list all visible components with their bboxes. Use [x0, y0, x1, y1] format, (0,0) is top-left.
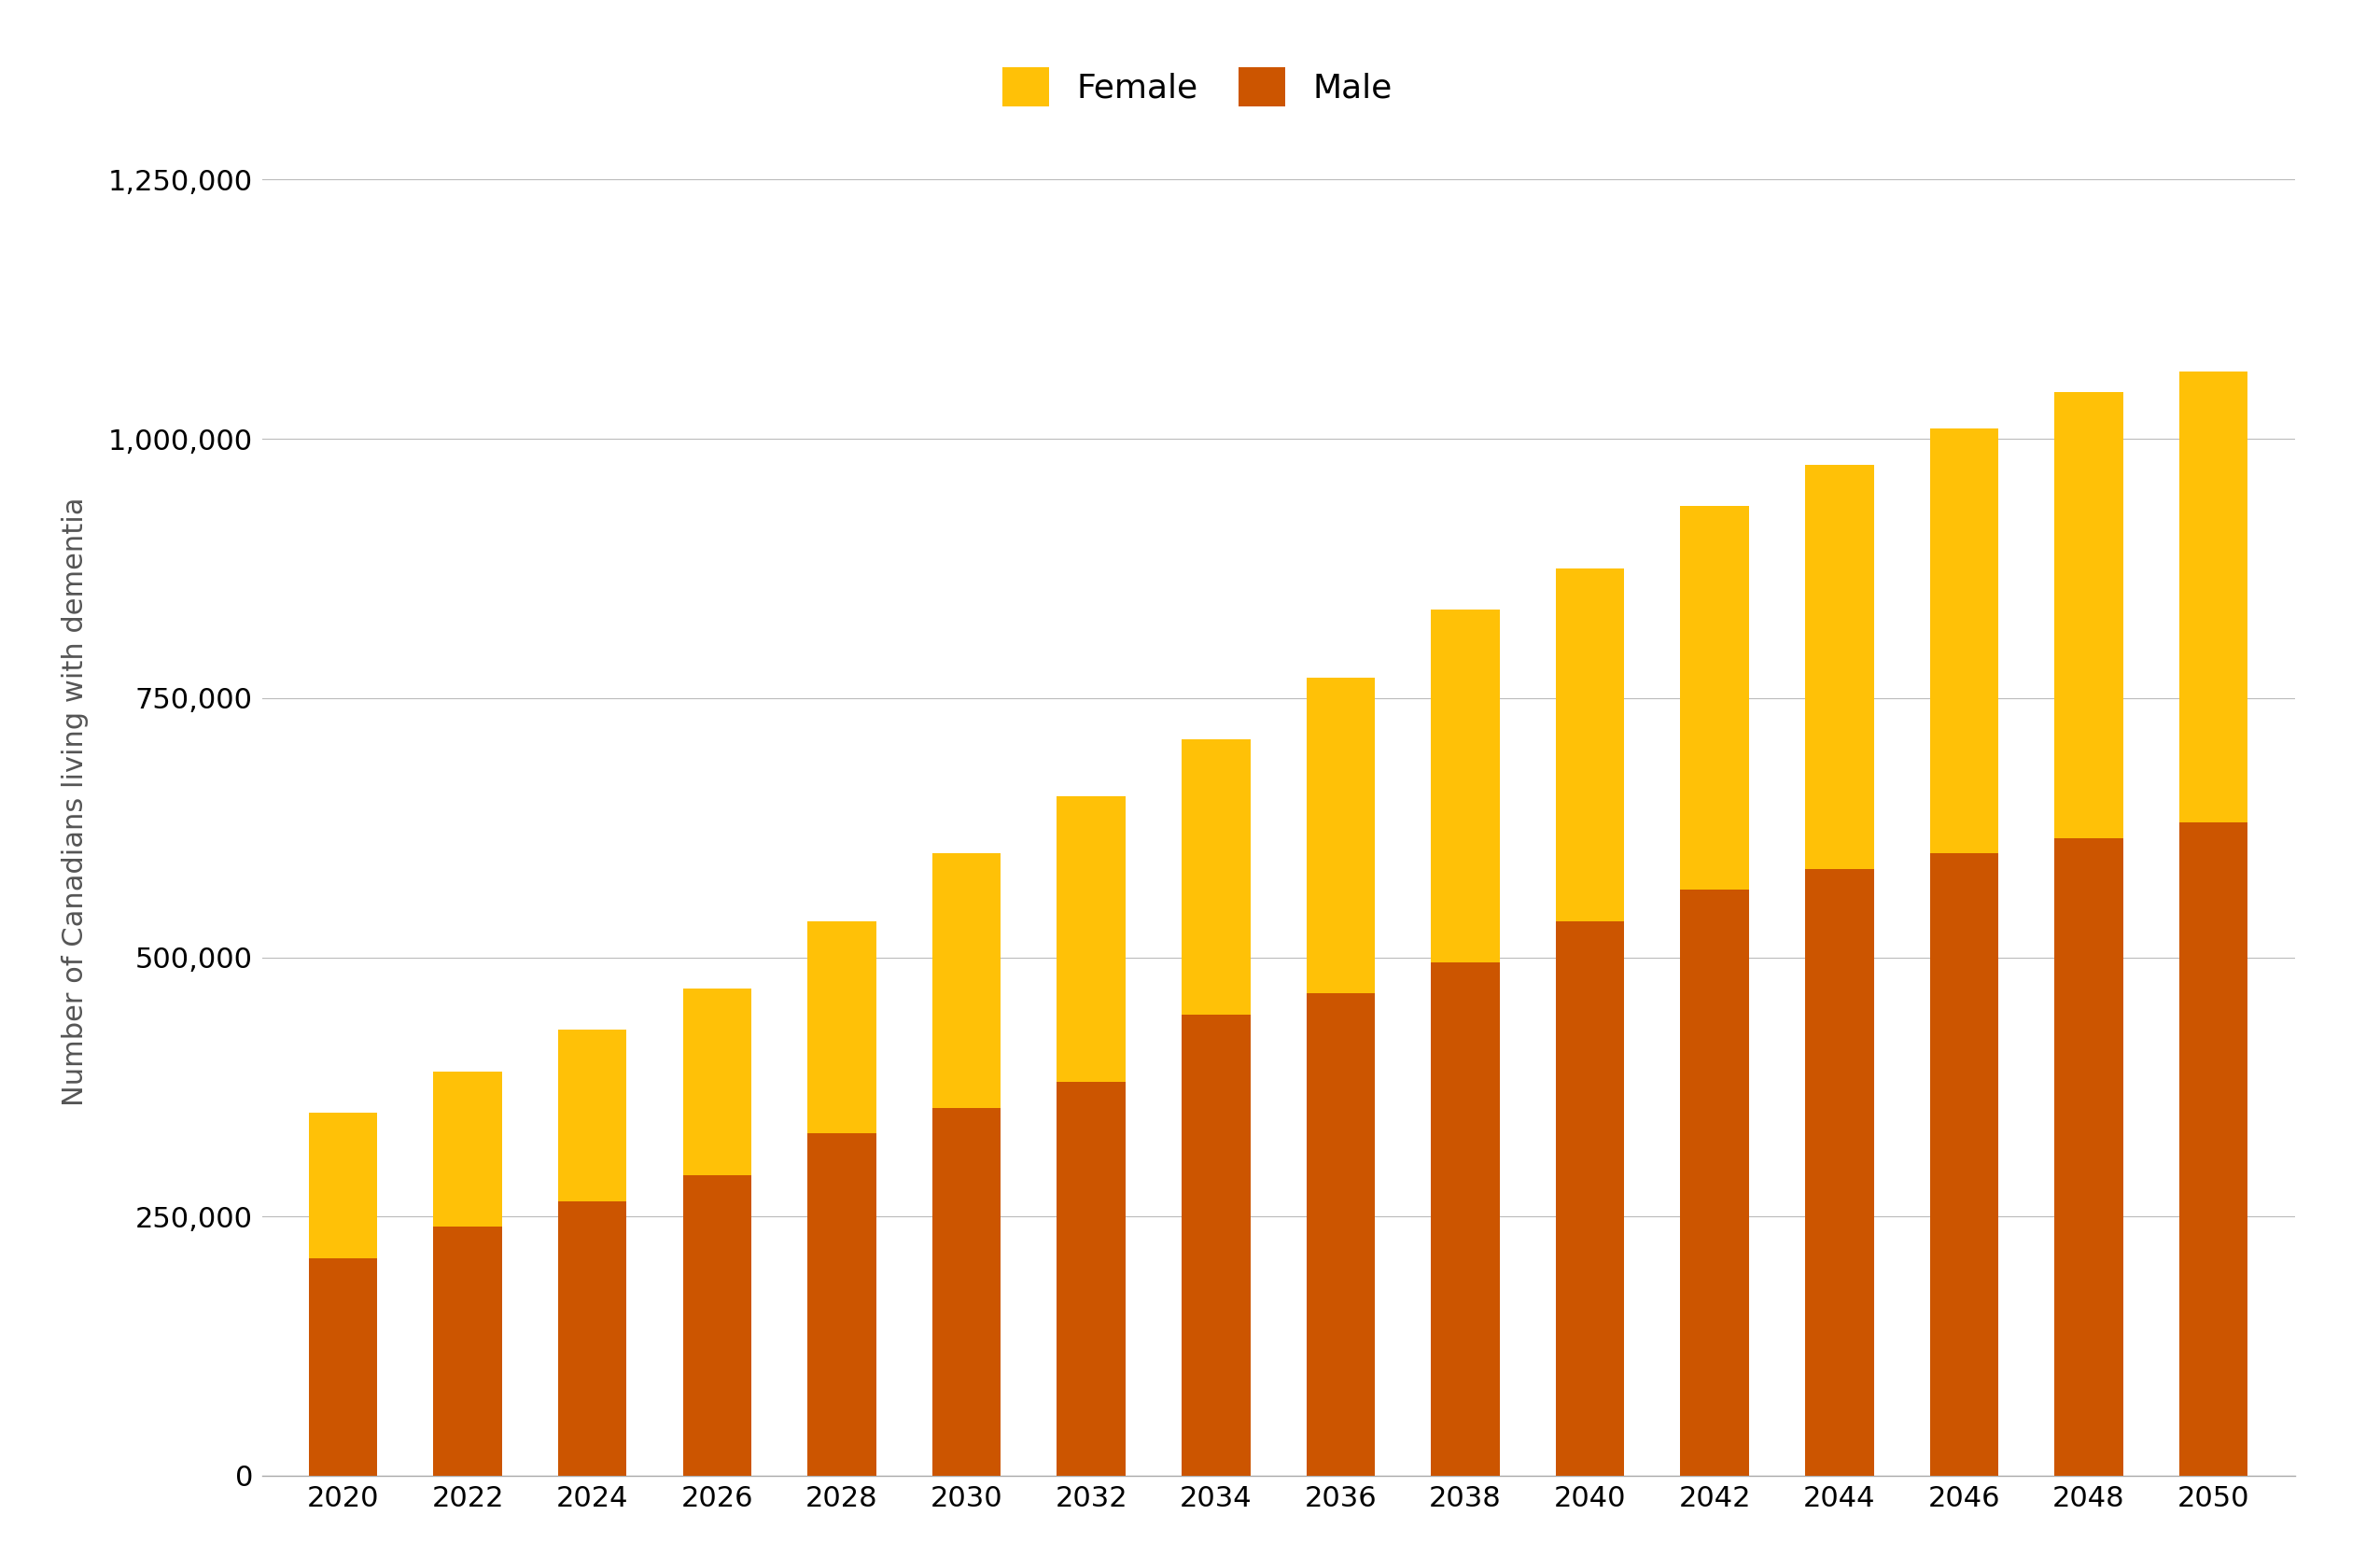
Bar [1680, 506, 1749, 1476]
Bar [309, 1113, 378, 1476]
Bar [1057, 1082, 1126, 1476]
Bar [683, 989, 752, 1476]
Bar [933, 853, 1002, 1476]
Bar [2180, 822, 2247, 1476]
Bar [559, 1029, 626, 1476]
Bar [1307, 993, 1376, 1476]
Y-axis label: Number of Canadians living with dementia: Number of Canadians living with dementia [62, 497, 88, 1107]
Bar [683, 1176, 752, 1476]
Bar [1930, 428, 1999, 1476]
Bar [1180, 740, 1250, 1476]
Bar [1557, 568, 1623, 1476]
Bar [1180, 1014, 1250, 1476]
Bar [2180, 372, 2247, 1476]
Legend: Female, Male: Female, Male [985, 50, 1409, 123]
Bar [1057, 797, 1126, 1476]
Bar [2054, 838, 2123, 1476]
Bar [433, 1071, 502, 1476]
Bar [1804, 869, 1873, 1476]
Bar [1804, 464, 1873, 1476]
Bar [1557, 922, 1623, 1476]
Bar [1430, 962, 1499, 1476]
Bar [1680, 891, 1749, 1476]
Bar [807, 1133, 876, 1476]
Bar [807, 922, 876, 1476]
Bar [559, 1200, 626, 1476]
Bar [309, 1258, 378, 1476]
Bar [1930, 853, 1999, 1476]
Bar [2054, 392, 2123, 1476]
Bar [1430, 610, 1499, 1476]
Bar [1307, 677, 1376, 1476]
Bar [433, 1227, 502, 1476]
Bar [933, 1107, 1002, 1476]
